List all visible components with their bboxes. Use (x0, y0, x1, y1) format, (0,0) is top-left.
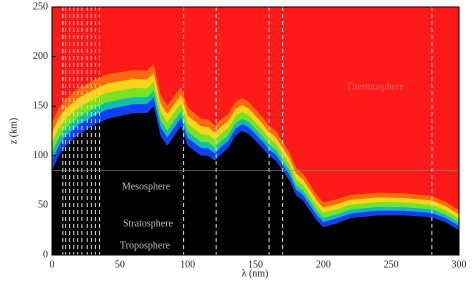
x-tick-label: 0 (50, 259, 55, 270)
x-tick-label: 50 (115, 259, 125, 270)
x-tick-label: 150 (248, 259, 263, 270)
y-tick-label: 0 (43, 249, 48, 260)
annotation: Stratosphere (123, 218, 174, 229)
x-tick-label: 100 (180, 259, 195, 270)
y-axis-label: z (km) (8, 118, 19, 144)
y-tick-label: 200 (33, 51, 48, 62)
annotation: Troposphere (120, 240, 171, 251)
y-tick-label: 100 (33, 150, 48, 161)
y-tick-label: 150 (33, 100, 48, 111)
x-axis-label: λ (nm) (242, 268, 269, 279)
y-tick-label: 250 (33, 1, 48, 12)
x-tick-label: 200 (316, 259, 331, 270)
annotation: Thermosphere (346, 81, 404, 92)
absorption-region (52, 106, 459, 255)
y-tick-label: 50 (38, 200, 48, 211)
x-tick-label: 250 (384, 259, 399, 270)
x-tick-label: 300 (452, 259, 467, 270)
annotation: Mesosphere (122, 181, 171, 192)
